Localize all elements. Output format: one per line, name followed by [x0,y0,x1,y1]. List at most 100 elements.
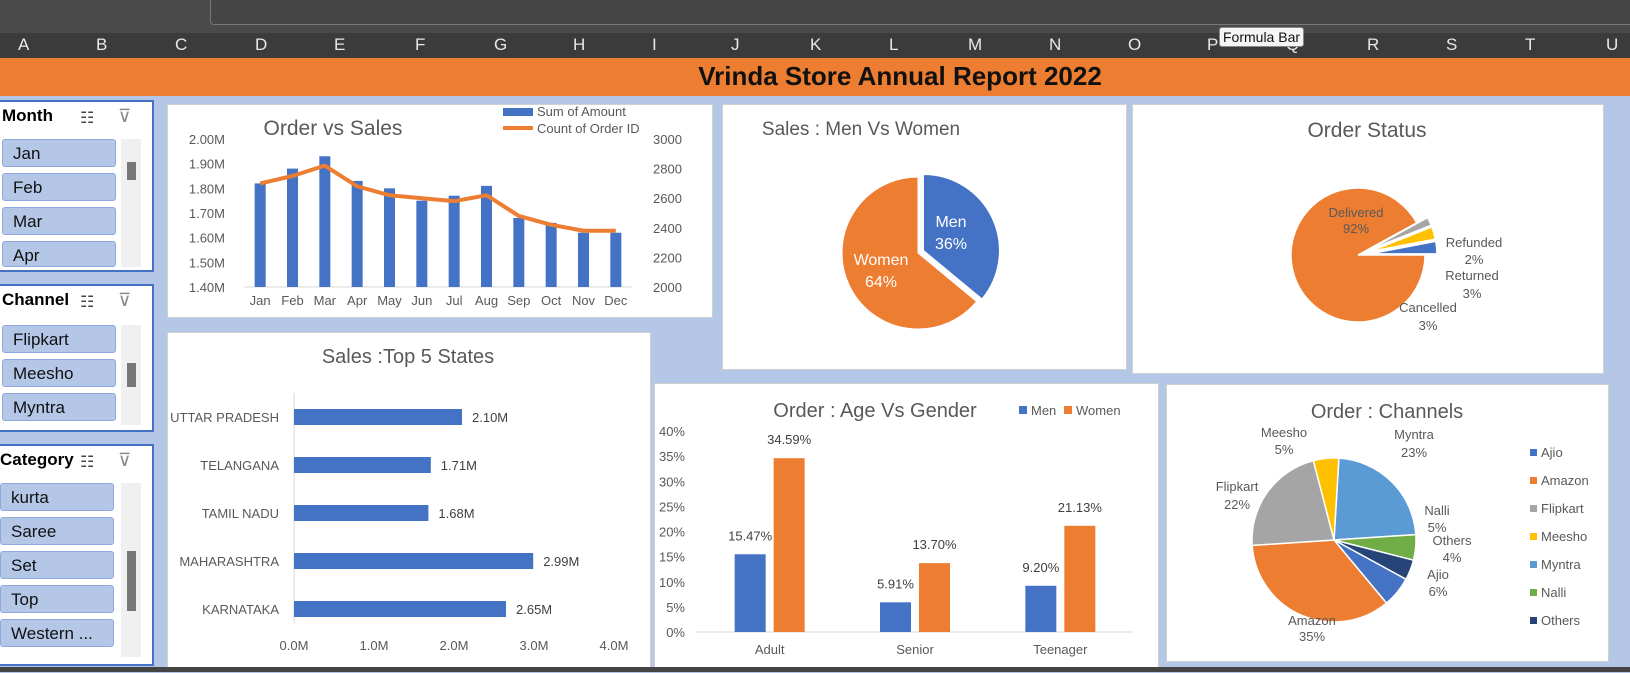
clear-filter-icon[interactable]: ⊽ [118,290,132,310]
x-tick-label: Nov [572,293,596,308]
slicer-item-apr[interactable]: Apr [2,241,116,267]
y2-tick-label: 2800 [653,162,682,177]
slice-label: Myntra [1394,427,1435,442]
column-header-j[interactable]: J [731,35,740,54]
clear-filter-icon[interactable]: ⊽ [118,106,132,126]
y-tick-label: 1.50M [189,255,225,270]
slicer-item-flipkart[interactable]: Flipkart [2,325,116,353]
bar-apr [351,180,363,287]
formula-bar-input[interactable] [210,0,1630,25]
slicer-item-jan[interactable]: Jan [2,139,116,167]
slicer-scrollbar[interactable] [121,483,141,657]
data-label: 13.70% [912,537,957,552]
column-header-c[interactable]: C [175,35,188,54]
y2-tick-label: 2600 [653,191,682,206]
sales-men-women-chart[interactable]: Sales : Men Vs Women Men 36% Women 64% [722,104,1127,370]
slice-label: Meesho [1261,425,1307,440]
bar-jul [448,195,460,287]
data-label: 1.71M [441,458,477,473]
legend-label: Meesho [1541,529,1587,544]
slicer-scrollbar[interactable] [121,139,141,267]
column-header-p[interactable]: P [1207,35,1219,54]
legend-swatch-myntra [1530,561,1537,568]
x-tick-label: 1.0M [360,638,389,653]
slice-value: 2% [1465,252,1484,267]
y-tick-label: 10% [659,575,685,590]
pie-slice-men [922,173,1000,300]
multi-select-icon[interactable]: ☷ [80,110,95,127]
month-slicer[interactable]: Month ☷ ⊽ Jan Feb Mar Apr [0,100,154,272]
column-header-o[interactable]: O [1128,35,1142,54]
x-tick-label: Aug [475,293,498,308]
column-header-i[interactable]: I [652,35,657,54]
data-label: 1.68M [438,506,474,521]
x-tick-label: Jun [411,293,432,308]
slicer-item-set[interactable]: Set [0,551,114,579]
data-label: 9.20% [1022,560,1059,575]
column-header-h[interactable]: H [573,35,586,54]
y-tick-label: 30% [659,474,685,489]
column-headers: ABCDEFGHIJKLMNOPQRSTU [0,33,1630,58]
x-tick-label: Jan [250,293,271,308]
slicer-item-myntra[interactable]: Myntra [2,393,116,421]
column-header-s[interactable]: S [1446,35,1458,54]
column-header-e[interactable]: E [334,35,346,54]
clear-filter-icon[interactable]: ⊽ [118,450,132,470]
scrollbar-thumb[interactable] [127,162,136,180]
bar-sep [513,217,525,287]
slicer-item-top[interactable]: Top [0,585,114,613]
slicer-item-kurta[interactable]: kurta [0,483,114,511]
x-tick-label: 3.0M [520,638,549,653]
y-tick-label: 25% [659,499,685,514]
x-tick-label: Teenager [1033,642,1088,657]
bar-men [734,554,766,632]
age-gender-chart[interactable]: Order : Age Vs Gender Men Women 40% 35% 30% 25… [654,383,1159,669]
x-tick-label: Oct [541,293,562,308]
multi-select-icon[interactable]: ☷ [80,294,95,311]
slicer-item-western[interactable]: Western ... [0,619,114,647]
slicer-item-mar[interactable]: Mar [2,207,116,235]
order-vs-sales-chart[interactable]: Order vs Sales Sum of Amount Count of Orde… [167,104,713,318]
pie-slice-returned [1369,226,1437,253]
column-header-u[interactable]: U [1606,35,1619,54]
data-label: 2.10M [472,410,508,425]
slice-label: Delivered [1329,205,1384,220]
chart-title: Order vs Sales [264,117,403,140]
order-status-chart[interactable]: Order Status Delivered 92% Refunded 2% Return… [1132,104,1604,374]
scrollbar-thumb[interactable] [127,363,136,387]
data-label: 5.91% [877,576,914,591]
slicer-item-saree[interactable]: Saree [0,517,114,545]
bar-men [880,602,911,632]
y-tick-label: 0% [666,625,685,640]
bar-nov [578,232,589,287]
order-channels-chart[interactable]: Order : Channels Myntra 23% Nalli 5% Others 4%… [1166,384,1609,662]
y-tick-label: 40% [659,424,685,439]
x-tick-label: Jul [446,293,463,308]
column-header-d[interactable]: D [255,35,268,54]
y2-tick-label: 2200 [653,250,682,265]
legend-label: Ajio [1541,445,1563,460]
slicer-item-feb[interactable]: Feb [2,173,116,201]
slicer-item-meesho[interactable]: Meesho [2,359,116,387]
column-header-t[interactable]: T [1525,35,1536,54]
column-header-g[interactable]: G [494,35,508,54]
slicer-scrollbar[interactable] [121,325,141,425]
multi-select-icon[interactable]: ☷ [80,454,95,471]
pie-slice-meesho [1312,457,1340,541]
pie-slice-refunded [1368,216,1433,251]
channel-slicer[interactable]: Channel ☷ ⊽ Flipkart Meesho Myntra [0,284,154,432]
column-header-k[interactable]: K [810,35,822,54]
bar-feb [287,168,298,287]
column-header-b[interactable]: B [96,35,108,54]
column-header-m[interactable]: M [968,35,983,54]
top-states-chart[interactable]: Sales :Top 5 States UTTAR PRADESH 2.10M TEL… [167,332,651,669]
scrollbar-thumb[interactable] [127,551,136,611]
x-tick-label: 2.0M [440,638,469,653]
column-header-f[interactable]: F [415,35,426,54]
category-slicer[interactable]: Category ☷ ⊽ kurta Saree Set Top Western… [0,444,154,666]
column-header-n[interactable]: N [1049,35,1062,54]
y2-tick-label: 2000 [653,280,682,295]
column-header-a[interactable]: A [18,35,30,54]
column-header-r[interactable]: R [1367,35,1380,54]
column-header-l[interactable]: L [889,35,899,54]
